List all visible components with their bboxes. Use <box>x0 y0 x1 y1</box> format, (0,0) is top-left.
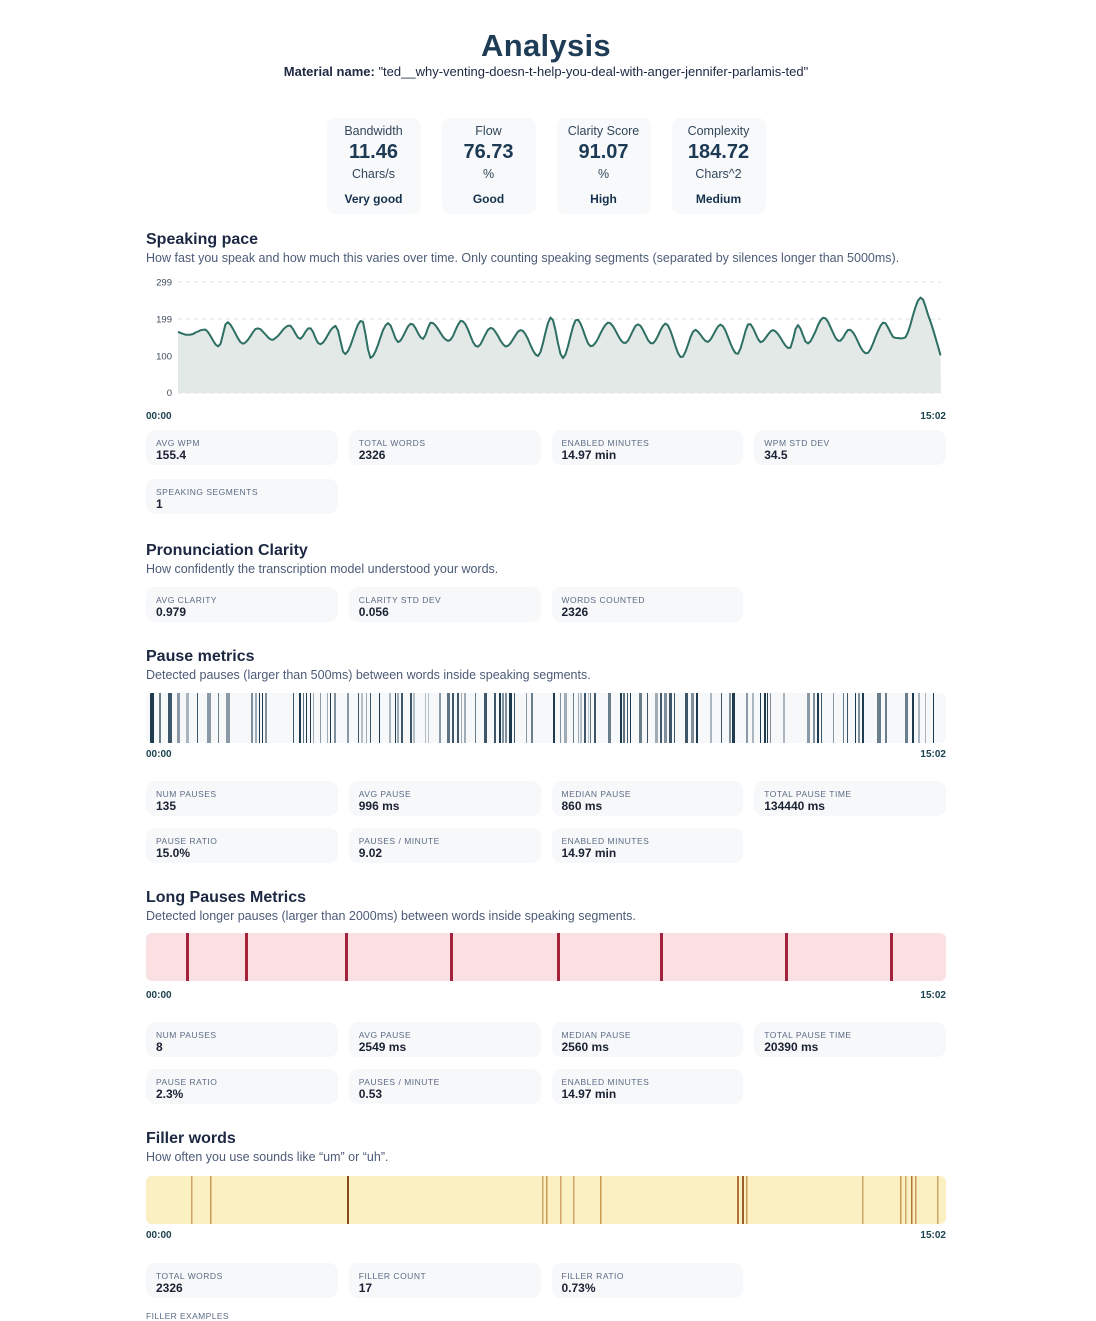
svg-text:100: 100 <box>156 352 172 363</box>
svg-text:0: 0 <box>167 388 172 396</box>
svg-text:299: 299 <box>156 278 172 289</box>
svg-text:199: 199 <box>156 315 172 326</box>
